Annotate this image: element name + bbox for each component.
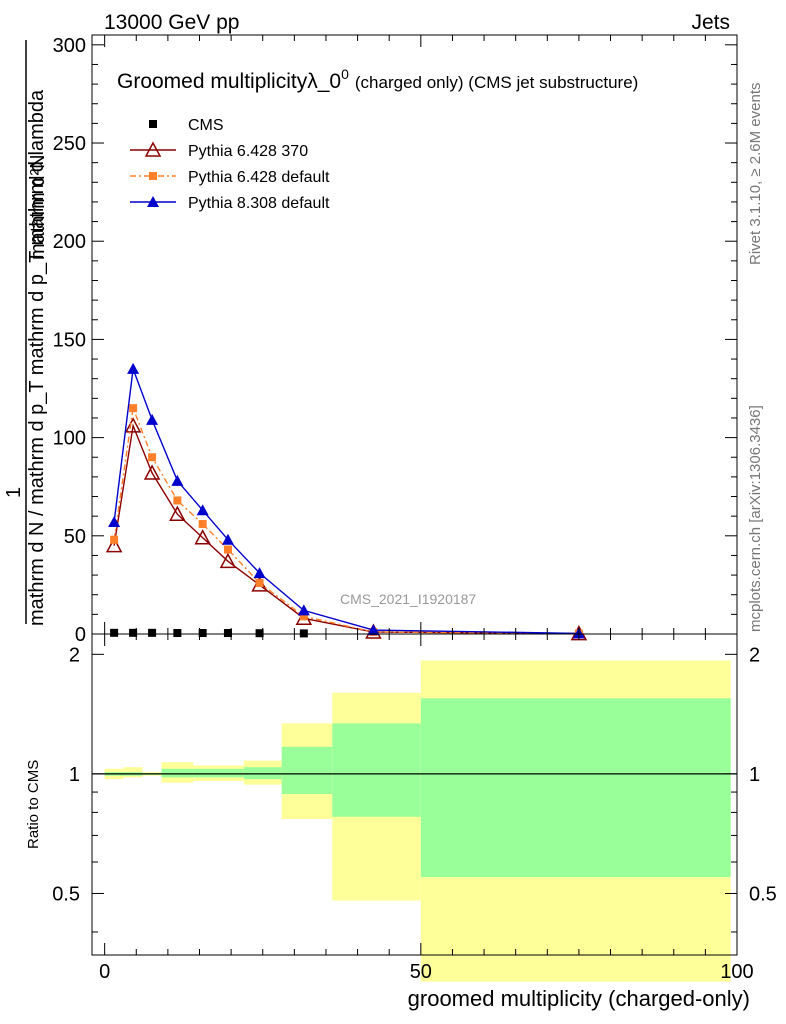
y-tick-label: 0 [75,624,86,646]
legend-label: Pythia 8.308 default [188,195,330,212]
x-tick-label: 100 [720,961,753,983]
data-point [127,362,140,374]
series-line [113,423,579,635]
ratio-y-tick-label: 0.5 [52,883,80,905]
ratio-stat-band [420,698,731,878]
data-point [223,629,232,638]
data-point [299,629,308,638]
data-point [105,537,123,553]
data-point [129,404,138,413]
data-point [147,196,159,207]
legend: CMS Pythia 6.428 370 Pythia 6.428 default P… [130,117,330,212]
data-point [196,504,209,516]
ratio-y-tick-label: 2 [69,644,80,666]
main-plot-ytick-labels: 0 50 100 150 200 250 300 [53,35,86,646]
data-point [143,464,161,480]
rivet-label: Rivet 3.1.10, ≥ 2.6M events [747,83,764,266]
y-tick-label: 200 [53,231,86,253]
mcplots-label: mcplots.cern.ch [arXiv:1306.3436] [747,405,764,632]
ratio-y-tick-label-right: 0.5 [749,883,777,905]
data-point [129,628,138,637]
y-tick-label: 250 [53,133,86,155]
data-point [367,624,380,636]
ratio-plot-panel: 0 50 100 0.5 0.5 1 1 2 2 Ratio to CMS groomed mu… [25,633,777,1011]
ratio-y-tick-label-right: 2 [749,644,760,666]
ratio-plot-ticks [92,634,738,955]
y-tick-label: 300 [53,35,86,57]
x-tick-label: 50 [410,961,432,983]
series-line [113,405,579,635]
data-point [219,552,237,569]
main-plot-panel: 0 50 100 150 200 250 300 Groomed multiplicityλ… [3,34,738,646]
data-point [198,629,207,638]
data-point [169,505,186,521]
legend-label: Pythia 6.428 default [188,169,330,186]
y-axis-label-numerator: mathrm d²N [27,154,49,260]
y-axis-label: mathrm d²N 1 mathrm d N / mathrm d p_T m… [3,40,49,626]
data-point [149,120,157,128]
ratio-stat-band [332,723,421,817]
data-point [299,612,308,621]
ratio-stat-band [243,767,282,780]
series-line [113,368,579,635]
data-point [148,453,157,462]
data-point [149,172,157,180]
data-point [108,516,121,528]
data-point [297,604,310,616]
data-point [173,496,182,505]
data-point [255,578,264,587]
data-point [194,529,211,545]
x-tick-label: 0 [99,961,110,983]
ratio-y-tick-label: 1 [69,764,80,786]
plot-title-sup: 0 [341,66,349,82]
data-point [173,629,182,638]
data-point [110,628,119,637]
data-point [223,545,232,554]
data-point [144,141,162,157]
data-point [171,474,184,486]
y-axis-label-factor: 1 [3,487,25,498]
ratio-plot-frame [91,633,738,956]
legend-label: CMS [188,117,224,134]
data-point [221,533,234,545]
energy-label: 13000 GeV pp [104,11,239,34]
plot-title-main: Groomed multiplicityλ_0 [117,70,341,93]
main-plot-ticks [92,35,738,635]
y-tick-label: 50 [64,526,86,548]
data-point [148,628,157,637]
data-point [198,520,207,529]
y-tick-label: 100 [53,428,86,450]
x-axis-label: groomed multiplicity (charged-only) [408,986,750,1011]
legend-label: Pythia 6.428 370 [188,143,308,160]
plot-title: Groomed multiplicityλ_00 (charged only) (… [117,66,638,93]
plot-title-suffix: (charged only) (CMS jet substructure) [355,73,638,92]
data-point [255,629,264,638]
y-axis-label-denominator: mathrm d N / mathrm d p_T mathrm d p_T m… [26,89,48,626]
series-3 [108,362,585,639]
ratio-y-axis-label: Ratio to CMS [25,760,42,849]
ratio-stat-band [281,746,333,794]
series-0 [110,628,308,638]
ratio-plot-tick-labels: 0 50 100 0.5 0.5 1 1 2 2 [52,644,777,983]
ratio-stat-band [161,768,194,778]
data-point [124,417,142,433]
process-label: Jets [691,11,730,34]
analysis-tag: CMS_2021_I1920187 [340,591,476,607]
ratio-stat-band [193,768,244,778]
y-tick-label: 150 [53,329,86,351]
ratio-plot-content [92,660,737,982]
data-point [110,535,119,544]
data-point [253,567,266,579]
ratio-y-tick-label-right: 1 [749,764,760,786]
data-point [146,413,159,425]
